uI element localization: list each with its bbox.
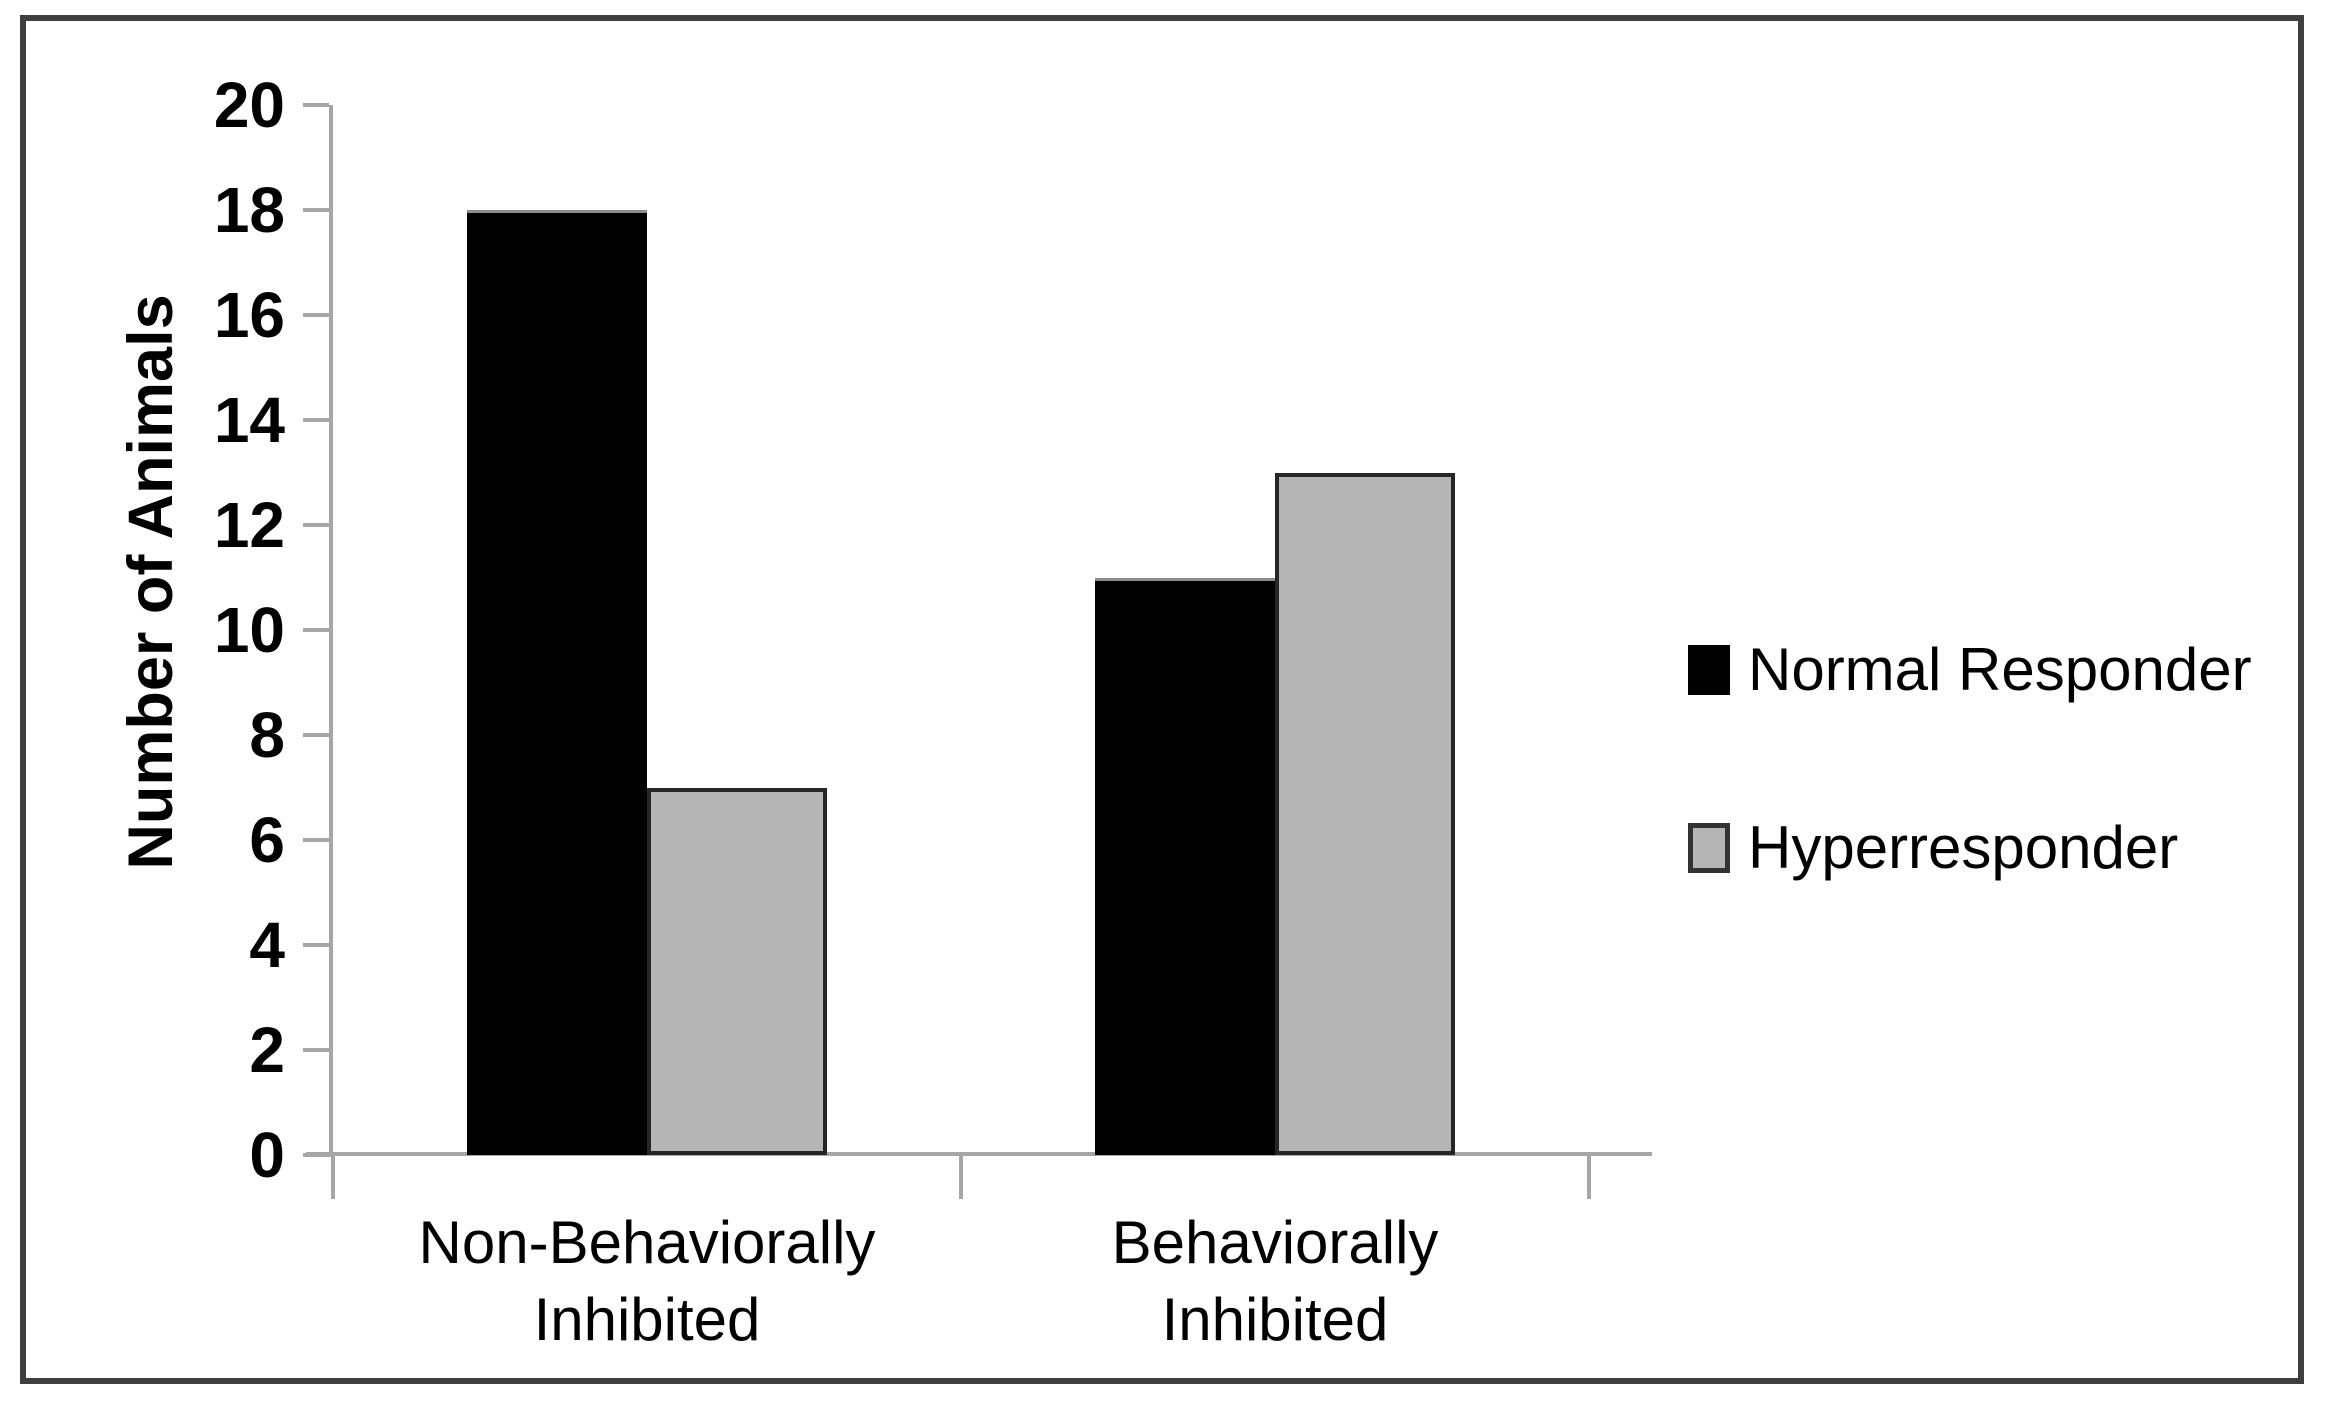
legend-label-hyperresponder: Hyperresponder [1748,814,2179,881]
y-tick-20 [303,103,329,107]
x-tick-0 [331,1155,335,1199]
y-tick-label-16: 16 [213,279,285,351]
y-tick-label-12: 12 [213,489,285,561]
bar-hyperresponder-non-behaviorally-inhibited [647,787,827,1155]
y-tick-label-20: 20 [213,69,285,141]
category-group-behaviorally-inhibited [961,105,1589,1155]
y-tick-6 [303,838,329,842]
y-axis-title: Number of Animals [116,294,186,870]
bar-normal-responder-behaviorally-inhibited [1095,577,1275,1155]
category-group-non-behaviorally-inhibited [333,105,961,1155]
y-tick-label-14: 14 [213,384,285,456]
y-tick-label-6: 6 [249,804,285,876]
legend: Normal Responder Hyperresponder [1688,640,2252,996]
y-tick-label-8: 8 [249,699,285,771]
y-tick-label-0: 0 [249,1119,285,1191]
y-tick-label-4: 4 [249,909,285,981]
x-category-label-behaviorally-inhibited: Behaviorally Inhibited [1111,1209,1439,1353]
x-axis-category-labels: Non-Behaviorally Inhibited Behaviorally I… [333,1205,1589,1359]
x-tick-2 [1587,1155,1591,1199]
y-tick-0 [303,1153,329,1157]
y-axis-line [329,105,333,1157]
legend-swatch-hyperresponder [1688,823,1730,873]
y-tick-2 [303,1048,329,1052]
y-tick-10 [303,628,329,632]
y-tick-12 [303,523,329,527]
y-tick-label-2: 2 [249,1014,285,1086]
y-tick-label-18: 18 [213,174,285,246]
plot-area: 0 2 4 6 8 10 12 14 16 18 20 [214,73,1652,1199]
x-category-label-non-behaviorally-inhibited: Non-Behaviorally Inhibited [418,1209,876,1353]
y-tick-14 [303,418,329,422]
y-tick-4 [303,943,329,947]
bar-hyperresponder-behaviorally-inhibited [1275,472,1455,1155]
y-tick-label-10: 10 [213,594,285,666]
legend-swatch-normal-responder [1688,645,1730,695]
legend-label-normal-responder: Normal Responder [1748,636,2252,703]
bar-normal-responder-non-behaviorally-inhibited [467,210,647,1155]
y-tick-16 [303,313,329,317]
legend-item-normal-responder: Normal Responder [1688,640,2252,700]
legend-item-hyperresponder: Hyperresponder [1688,818,2252,878]
x-axis-line [306,1152,1652,1156]
x-tick-1 [959,1155,963,1199]
y-tick-8 [303,733,329,737]
y-tick-18 [303,208,329,212]
